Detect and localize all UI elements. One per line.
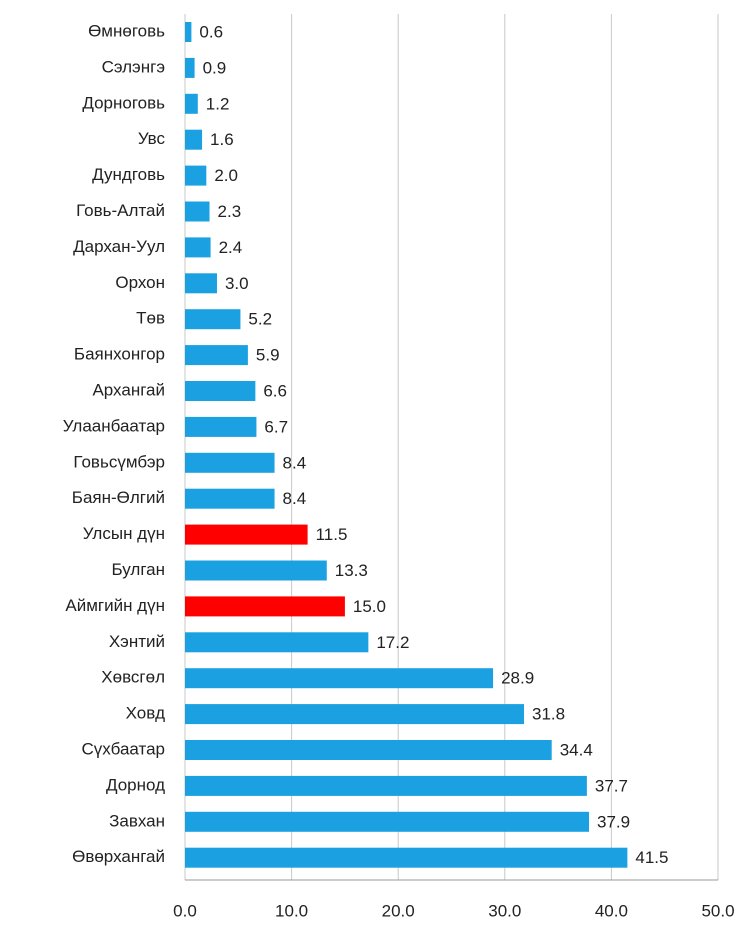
y-tick-label: Улаанбаатар [63, 416, 165, 435]
bar [185, 93, 198, 114]
value-label: 28.9 [501, 669, 534, 688]
value-label: 8.4 [283, 453, 307, 472]
bar [185, 309, 241, 330]
bar [185, 129, 203, 150]
y-tick-label: Говьсүмбэр [73, 452, 165, 471]
bar [185, 775, 587, 796]
bar [185, 22, 192, 42]
value-label: 13.3 [335, 561, 368, 580]
bar [185, 165, 207, 186]
bar [185, 704, 524, 725]
value-label: 5.2 [248, 310, 272, 329]
bar [185, 847, 628, 868]
value-label: 2.4 [219, 238, 243, 257]
bar [185, 560, 327, 581]
bar [185, 201, 210, 222]
bar [185, 345, 248, 366]
bar [185, 632, 369, 653]
value-label: 1.2 [206, 94, 230, 113]
value-label: 2.3 [218, 202, 242, 221]
bar [185, 273, 217, 294]
bar [185, 740, 552, 760]
value-label: 3.0 [225, 274, 249, 293]
y-tick-label: Сүхбаатар [82, 739, 165, 758]
value-label: 11.5 [316, 525, 348, 544]
value-label: 2.0 [214, 166, 238, 185]
x-tick-label: 20.0 [382, 901, 415, 920]
bar [185, 452, 275, 473]
y-tick-label: Архангай [92, 380, 165, 399]
value-label: 0.6 [199, 22, 223, 41]
y-tick-label: Орхон [115, 273, 165, 292]
value-label: 37.9 [597, 812, 630, 831]
y-tick-label: Аймгийн дүн [65, 596, 165, 615]
y-tick-label: Дархан-Уул [73, 237, 165, 256]
value-label: 37.7 [595, 776, 628, 795]
x-tick-label: 0.0 [173, 901, 197, 920]
x-tick-label: 10.0 [275, 901, 308, 920]
y-tick-label: Дорнод [106, 775, 165, 794]
value-label: 17.2 [376, 633, 409, 652]
x-tick-label: 50.0 [701, 901, 734, 920]
y-tick-label: Говь-Алтай [76, 201, 165, 220]
value-label: 31.8 [532, 705, 565, 724]
y-tick-label: Улсын дүн [83, 524, 165, 543]
y-tick-label: Булган [112, 560, 166, 579]
bar [185, 524, 308, 545]
y-tick-label: Өвөрхангай [72, 847, 165, 866]
y-tick-label: Баян-Өлгий [72, 488, 165, 507]
value-label: 34.4 [560, 740, 593, 759]
bar [185, 416, 257, 437]
value-label: 41.5 [635, 848, 668, 867]
y-tick-label: Дундговь [92, 165, 165, 184]
y-tick-label: Сэлэнгэ [102, 57, 165, 76]
x-tick-label: 40.0 [595, 901, 628, 920]
y-tick-label: Завхан [109, 811, 165, 830]
y-tick-label: Өмнөговь [88, 21, 165, 40]
value-label: 6.7 [264, 417, 288, 436]
value-label: 6.6 [263, 381, 287, 400]
y-tick-label: Хэнтий [109, 632, 165, 651]
bar [185, 57, 195, 78]
y-tick-label: Ховд [126, 704, 165, 723]
bar [185, 596, 345, 617]
value-label: 15.0 [353, 597, 386, 616]
y-tick-label: Хөвсгөл [101, 668, 165, 687]
bar [185, 488, 275, 509]
bar [185, 381, 256, 401]
y-tick-label: Дорноговь [82, 93, 165, 112]
bar [185, 237, 211, 258]
bar [185, 811, 590, 832]
value-label: 8.4 [283, 489, 307, 508]
value-label: 0.9 [203, 58, 227, 77]
y-tick-label: Баянхонгор [74, 345, 165, 364]
x-tick-label: 30.0 [488, 901, 521, 920]
value-label: 1.6 [210, 130, 234, 149]
value-label: 5.9 [256, 346, 280, 365]
y-tick-label: Увс [138, 129, 166, 148]
bar [185, 668, 494, 689]
y-tick-label: Төв [136, 309, 165, 328]
